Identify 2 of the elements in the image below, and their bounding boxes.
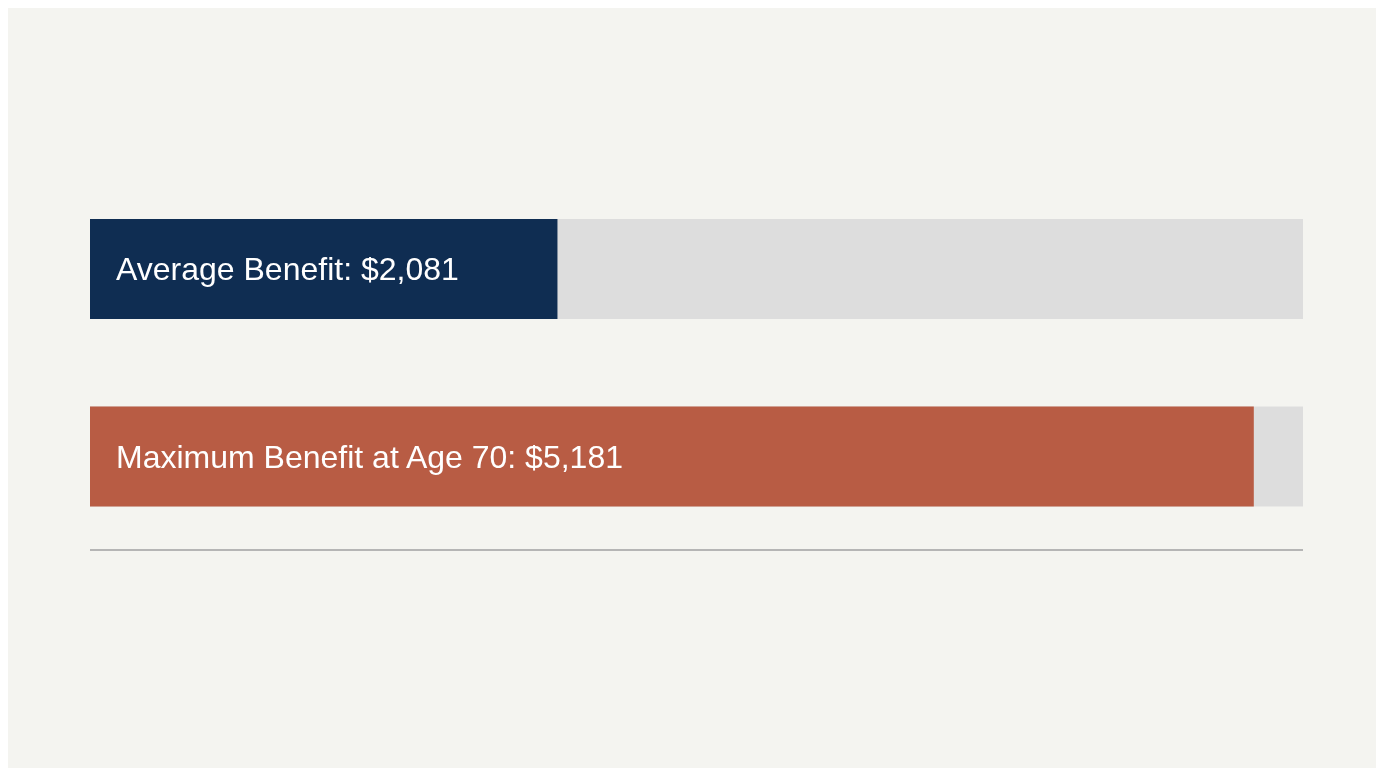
- data-label: Average Benefit: $2,081: [116, 251, 459, 288]
- data-label: Maximum Benefit at Age 70: $5,181: [116, 438, 623, 475]
